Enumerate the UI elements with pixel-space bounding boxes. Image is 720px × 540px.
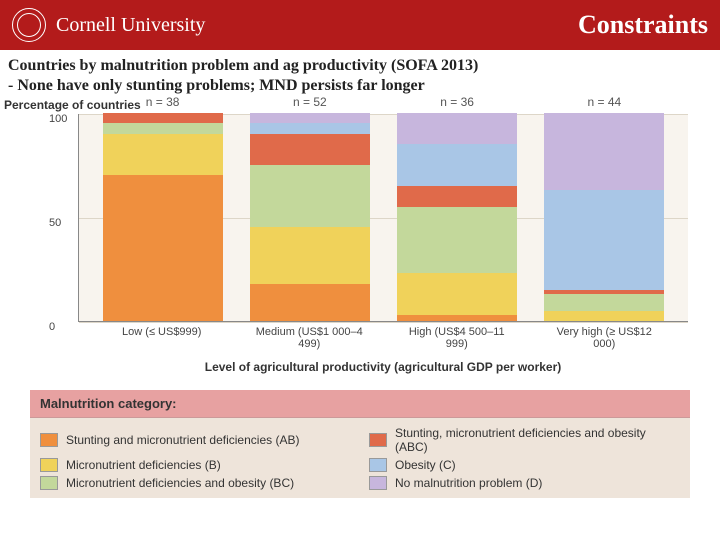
- brand-text: Cornell University: [56, 14, 205, 37]
- y-tick: 0: [49, 321, 55, 333]
- legend-swatch-icon: [40, 476, 58, 490]
- plot-area: 050100n = 38n = 52n = 36n = 44: [78, 114, 688, 322]
- legend-label: No malnutrition problem (D): [395, 476, 542, 490]
- legend-swatch-icon: [369, 476, 387, 490]
- segment-BC: [250, 165, 370, 227]
- stacked-bar: [397, 113, 517, 321]
- legend-item: No malnutrition problem (D): [369, 476, 680, 490]
- stacked-bar: [103, 113, 223, 321]
- header-bar: Cornell University Constraints: [0, 0, 720, 50]
- segment-B: [250, 227, 370, 283]
- segment-ABC: [250, 134, 370, 165]
- n-label: n = 36: [440, 95, 474, 109]
- cornell-seal-icon: [12, 8, 46, 42]
- segment-AB: [103, 175, 223, 321]
- x-tick-labels: Low (≤ US$999) Medium (US$1 000–4 499) Hig…: [78, 322, 688, 350]
- y-tick: 100: [49, 113, 67, 125]
- legend-swatch-icon: [369, 433, 387, 447]
- segment-AB: [397, 315, 517, 321]
- x-tick-label: Medium (US$1 000–4 499): [249, 326, 369, 350]
- legend-label: Micronutrient deficiencies (B): [66, 458, 221, 472]
- x-tick-label: Very high (≥ US$12 000): [544, 326, 664, 350]
- segment-BC: [397, 207, 517, 274]
- bar-column: n = 38: [103, 113, 223, 321]
- segment-ABC: [103, 113, 223, 123]
- y-axis-label: Percentage of countries: [4, 98, 141, 112]
- segment-BC: [103, 123, 223, 133]
- x-tick-label: Low (≤ US$999): [102, 326, 222, 350]
- subhead-line2: - None have only stunting problems; MND …: [8, 76, 712, 96]
- legend-swatch-icon: [40, 458, 58, 472]
- segment-ABC: [397, 186, 517, 207]
- segment-BC: [544, 294, 664, 311]
- y-tick: 50: [49, 217, 61, 229]
- brand: Cornell University: [12, 8, 205, 42]
- legend: Malnutrition category: Stunting and micr…: [30, 390, 690, 498]
- n-label: n = 44: [588, 95, 622, 109]
- legend-item: Stunting, micronutrient deficiencies and…: [369, 426, 680, 454]
- chart: Percentage of countries 050100n = 38n = …: [78, 114, 688, 374]
- x-axis-label: Level of agricultural productivity (agri…: [78, 360, 688, 374]
- stacked-bar: [250, 113, 370, 321]
- x-tick-label: High (US$4 500–11 999): [397, 326, 517, 350]
- subheading: Countries by malnutrition problem and ag…: [0, 50, 720, 100]
- legend-body: Stunting and micronutrient deficiencies …: [30, 418, 690, 498]
- page-title: Constraints: [578, 10, 708, 40]
- segment-C: [250, 123, 370, 133]
- segment-B: [544, 311, 664, 321]
- segment-AB: [250, 284, 370, 321]
- stacked-bar: [544, 113, 664, 321]
- legend-swatch-icon: [40, 433, 58, 447]
- bar-column: n = 36: [397, 113, 517, 321]
- segment-C: [397, 144, 517, 186]
- n-label: n = 38: [146, 95, 180, 109]
- segment-B: [103, 134, 223, 176]
- segment-C: [544, 190, 664, 290]
- bar-column: n = 44: [544, 113, 664, 321]
- legend-label: Micronutrient deficiencies and obesity (…: [66, 476, 294, 490]
- legend-title: Malnutrition category:: [30, 390, 690, 418]
- legend-item: Obesity (C): [369, 458, 680, 472]
- segment-D: [250, 113, 370, 123]
- legend-item: Stunting and micronutrient deficiencies …: [40, 426, 351, 454]
- subhead-line1: Countries by malnutrition problem and ag…: [8, 56, 712, 76]
- legend-label: Stunting, micronutrient deficiencies and…: [395, 426, 680, 454]
- legend-label: Stunting and micronutrient deficiencies …: [66, 433, 299, 447]
- legend-item: Micronutrient deficiencies and obesity (…: [40, 476, 351, 490]
- bar-column: n = 52: [250, 113, 370, 321]
- legend-item: Micronutrient deficiencies (B): [40, 458, 351, 472]
- segment-D: [544, 113, 664, 190]
- segment-B: [397, 273, 517, 315]
- segment-D: [397, 113, 517, 144]
- n-label: n = 52: [293, 95, 327, 109]
- legend-swatch-icon: [369, 458, 387, 472]
- legend-label: Obesity (C): [395, 458, 456, 472]
